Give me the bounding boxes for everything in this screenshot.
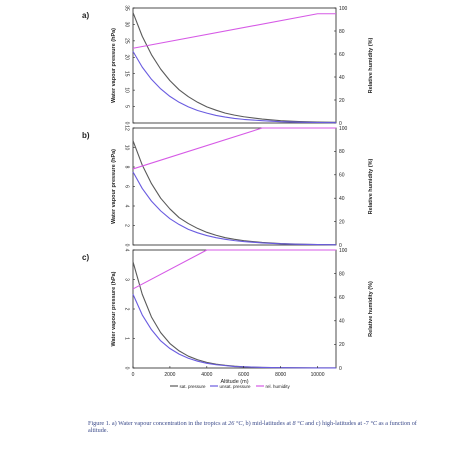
plot-frame (132, 7, 337, 124)
y-right-tick-label: 20 (339, 342, 345, 348)
y-right-tick-label: 80 (339, 29, 345, 35)
panel-label: c) (82, 253, 89, 262)
y-left-axis-title: Water vapour pressure (hPa) (111, 271, 117, 346)
y-left-tick-label: 10 (124, 87, 130, 93)
caption-text-1: Figure 1. a) Water vapour concentration … (88, 420, 229, 427)
y-left-tick-label: 4 (124, 249, 130, 252)
series-unsat-line (132, 171, 337, 246)
y-right-axis-title: Relative humidity (%) (368, 38, 374, 94)
plot-frame (132, 127, 337, 246)
panel-label: b) (82, 131, 90, 140)
y-left-tick-label: 5 (124, 105, 130, 108)
series-rh-line (132, 249, 336, 290)
y-left-tick-label: 35 (124, 5, 130, 11)
figure-caption: Figure 1. a) Water vapour concentration … (88, 420, 433, 435)
y-left-tick-label: 25 (124, 38, 130, 44)
series-rh-line (132, 127, 336, 170)
y-left-tick-label: 4 (124, 205, 130, 208)
y-right-axis-title: Relative humidity (%) (368, 159, 374, 215)
y-right-tick-label: 60 (339, 295, 345, 301)
y-left-tick-label: 10 (124, 145, 130, 151)
y-right-tick-label: 20 (339, 219, 345, 225)
y-left-tick-label: 3 (124, 278, 130, 281)
y-left-tick-label: 12 (124, 125, 130, 131)
y-right-tick-label: 60 (339, 173, 345, 179)
y-left-tick-label: 8 (124, 166, 130, 169)
y-left-tick-label: 1 (124, 337, 130, 340)
y-right-axis-title: Relative humidity (%) (368, 281, 374, 337)
y-left-tick-label: 0 (124, 244, 130, 247)
x-tick-label: 10000 (311, 372, 325, 378)
x-tick-label: 6000 (238, 372, 249, 378)
caption-temp-midlat: 8 °C (292, 420, 304, 427)
series-sat-line (132, 261, 337, 369)
legend: sat. pressure unsat. pressure rel. humid… (170, 384, 291, 389)
y-right-tick-label: 100 (339, 126, 348, 132)
y-right-tick-label: 60 (339, 52, 345, 58)
caption-text-4: as a function of altitude. (88, 420, 417, 435)
y-left-tick-label: 15 (124, 71, 130, 77)
caption-text-3: and c) high-latitudes at -7 (303, 420, 371, 427)
y-right-tick-label: 80 (339, 149, 345, 155)
x-tick-label: 2000 (164, 372, 175, 378)
y-left-tick-label: 0 (124, 122, 130, 125)
y-left-axis-title: Water vapour pressure (hPa) (111, 28, 117, 103)
x-axis-title: Altitude (m) (220, 379, 248, 385)
series-unsat-line (132, 51, 337, 124)
y-right-tick-label: 100 (339, 248, 348, 254)
y-right-tick-label: 40 (339, 75, 345, 81)
y-right-tick-label: 0 (339, 121, 342, 127)
x-tick-label: 4000 (201, 372, 212, 378)
x-tick-label: 8000 (275, 372, 286, 378)
panel-1: 0 5 10 15 20 25 30 35 0 20 40 60 80 100 Water vapour p… (82, 5, 374, 127)
y-left-tick-label: 2 (124, 224, 130, 227)
y-left-axis-title: Water vapour pressure (hPa) (111, 149, 117, 224)
series-sat-line (132, 140, 337, 246)
y-left-tick-label: 2 (124, 308, 130, 311)
series-unsat-line (132, 294, 337, 369)
y-right-tick-label: 0 (339, 366, 342, 372)
y-right-tick-label: 20 (339, 98, 345, 104)
series-rh-line (132, 13, 336, 49)
caption-temp-tropics: 26 °C (228, 420, 243, 427)
y-left-tick-label: 30 (124, 22, 130, 28)
panel-label: a) (82, 11, 89, 20)
series-sat-line (132, 12, 337, 123)
y-right-tick-label: 40 (339, 196, 345, 202)
legend-sat-label: sat. pressure (180, 384, 207, 389)
legend-rh-label: rel. humidity (266, 384, 291, 389)
y-right-tick-label: 40 (339, 319, 345, 325)
y-left-tick-label: 6 (124, 185, 130, 188)
x-tick-label: 0 (132, 372, 135, 378)
y-right-tick-label: 100 (339, 6, 348, 12)
y-right-tick-label: 80 (339, 271, 345, 277)
caption-text-2: , b) mid-latitudes at (242, 420, 293, 427)
y-left-tick-label: 0 (124, 367, 130, 370)
legend-unsat-label: unsat. pressure (220, 384, 252, 389)
plot-frame (132, 249, 337, 369)
y-left-tick-label: 20 (124, 55, 130, 61)
y-right-tick-label: 0 (339, 243, 342, 249)
caption-temp-highlat: °C (370, 420, 377, 427)
